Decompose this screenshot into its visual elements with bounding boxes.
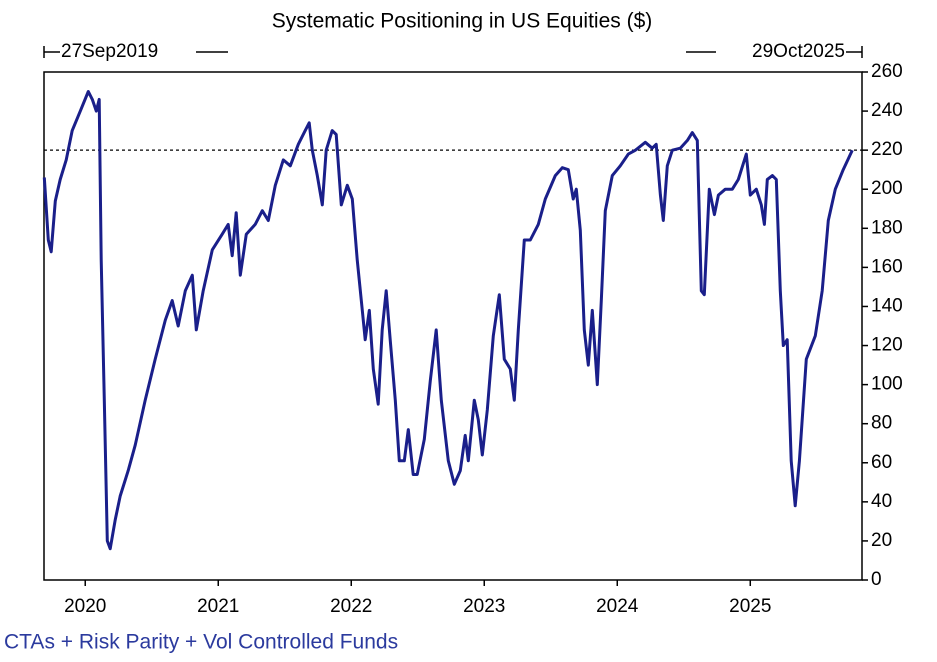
y-tick-label: 0 [871, 569, 882, 590]
x-tick-label: 2021 [197, 596, 239, 617]
x-tick-label: 2024 [596, 596, 639, 617]
footnote: CTAs + Risk Parity + Vol Controlled Fund… [4, 631, 398, 654]
y-tick-label: 120 [871, 335, 903, 356]
x-tick-label: 2020 [64, 596, 106, 617]
end-bracket [686, 46, 863, 58]
series-line [42, 90, 854, 551]
y-tick-label: 160 [871, 256, 903, 277]
start-bracket [43, 46, 228, 58]
x-tick-label: 2025 [729, 596, 771, 617]
plot-frame [43, 71, 863, 581]
y-tick-label: 220 [871, 139, 903, 160]
y-tick-label: 240 [871, 100, 903, 121]
y-tick-label: 140 [871, 295, 903, 316]
y-tick-label: 180 [871, 217, 903, 238]
x-tick-label: 2022 [330, 596, 372, 617]
y-tick-label: 40 [871, 491, 892, 512]
x-tick-label: 2023 [463, 596, 505, 617]
y-tick-label: 20 [871, 530, 892, 551]
y-tick-label: 200 [871, 178, 903, 199]
y-tick-label: 100 [871, 374, 903, 395]
start-label: 27Sep2019 [61, 41, 158, 62]
y-tick-label: 80 [871, 413, 892, 434]
y-tick-label: 260 [871, 61, 903, 82]
chart-title: Systematic Positioning in US Equities ($… [272, 10, 653, 33]
y-tick-label: 60 [871, 452, 892, 473]
end-label: 29Oct2025 [752, 41, 845, 62]
